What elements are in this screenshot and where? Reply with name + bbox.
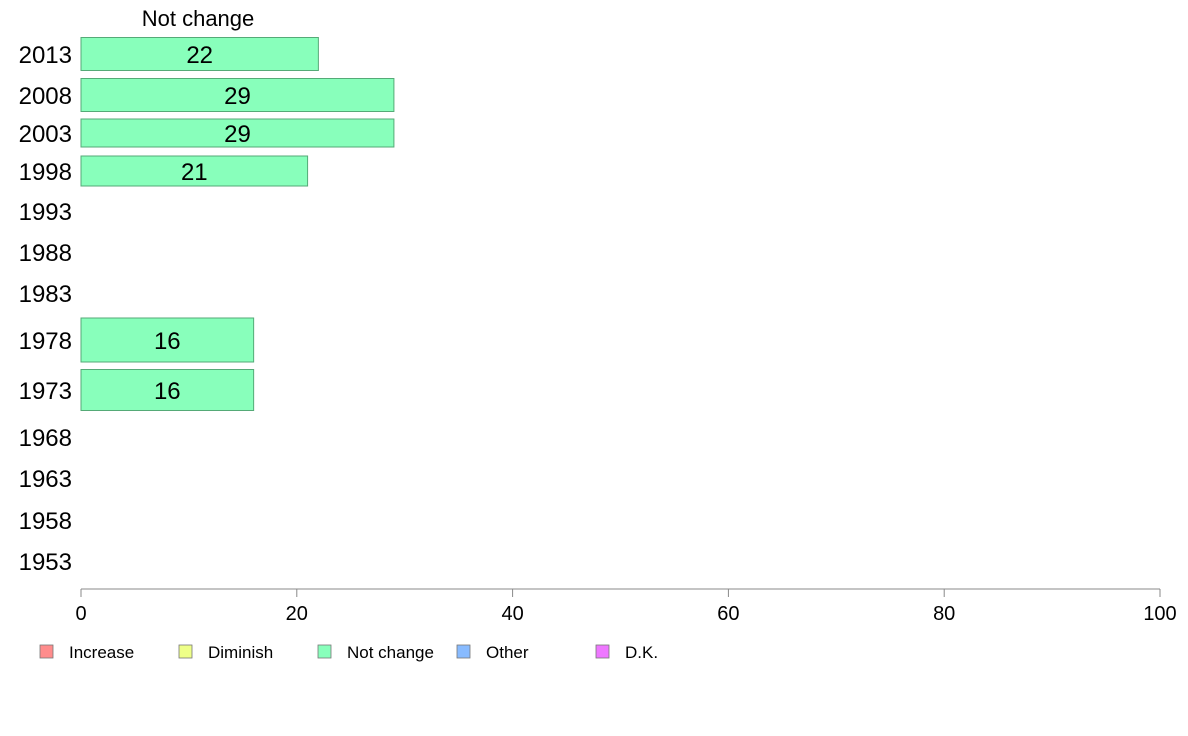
bar-2008 <box>80 78 395 112</box>
legend-label-1: Diminish <box>208 643 273 662</box>
legend-label-0: Increase <box>69 643 134 662</box>
category-label-1973: 1973 <box>19 378 72 405</box>
category-label-1988: 1988 <box>19 240 72 267</box>
x-tick-label-40: 40 <box>501 603 523 625</box>
category-label-2008: 2008 <box>19 83 72 110</box>
x-axis: 0 20 40 60 80 100 <box>75 588 1177 625</box>
legend-label-4: D.K. <box>625 643 658 662</box>
bar-1978 <box>80 317 255 363</box>
legend-swatch-4 <box>595 644 610 659</box>
category-label-1993: 1993 <box>19 199 72 226</box>
x-tick-label-60: 60 <box>717 603 739 625</box>
bar-value-label-1973: 16 <box>154 378 181 405</box>
bar-2003 <box>80 118 395 148</box>
category-label-2003: 2003 <box>19 121 72 148</box>
legend-label-3: Other <box>486 643 529 662</box>
legend-swatch-3 <box>456 644 471 659</box>
x-tick-label-20: 20 <box>286 603 308 625</box>
series-title: Not change <box>142 6 255 31</box>
bars-group: 22 29 29 21 16 16 <box>80 37 395 411</box>
x-tick-label-0: 0 <box>75 603 86 625</box>
legend-swatch-0 <box>39 644 54 659</box>
category-label-1983: 1983 <box>19 281 72 308</box>
bar-value-label-1998: 21 <box>181 159 208 186</box>
legend-swatch-2 <box>317 644 332 659</box>
legend-swatch-1 <box>178 644 193 659</box>
legend-label-2: Not change <box>347 643 434 662</box>
category-label-1998: 1998 <box>19 159 72 186</box>
bar-value-label-2008: 29 <box>224 83 251 110</box>
bar-value-label-2003: 29 <box>224 121 251 148</box>
category-label-1968: 1968 <box>19 425 72 452</box>
bar-2013 <box>80 37 319 71</box>
x-tick-label-80: 80 <box>933 603 955 625</box>
x-tick-label-100: 100 <box>1143 603 1176 625</box>
bar-1998 <box>80 155 309 187</box>
category-label-2013: 2013 <box>19 42 72 69</box>
bar-1973 <box>80 369 255 411</box>
legend: Increase Diminish Not change Other D.K. <box>39 643 658 662</box>
category-labels: 2013 2008 2003 1998 1993 1988 1983 1978 1973 1968… <box>19 42 72 576</box>
category-label-1963: 1963 <box>19 466 72 493</box>
category-label-1958: 1958 <box>19 508 72 535</box>
bar-value-label-2013: 22 <box>186 42 213 69</box>
category-label-1953: 1953 <box>19 549 72 576</box>
bar-value-label-1978: 16 <box>154 328 181 355</box>
category-label-1978: 1978 <box>19 328 72 355</box>
